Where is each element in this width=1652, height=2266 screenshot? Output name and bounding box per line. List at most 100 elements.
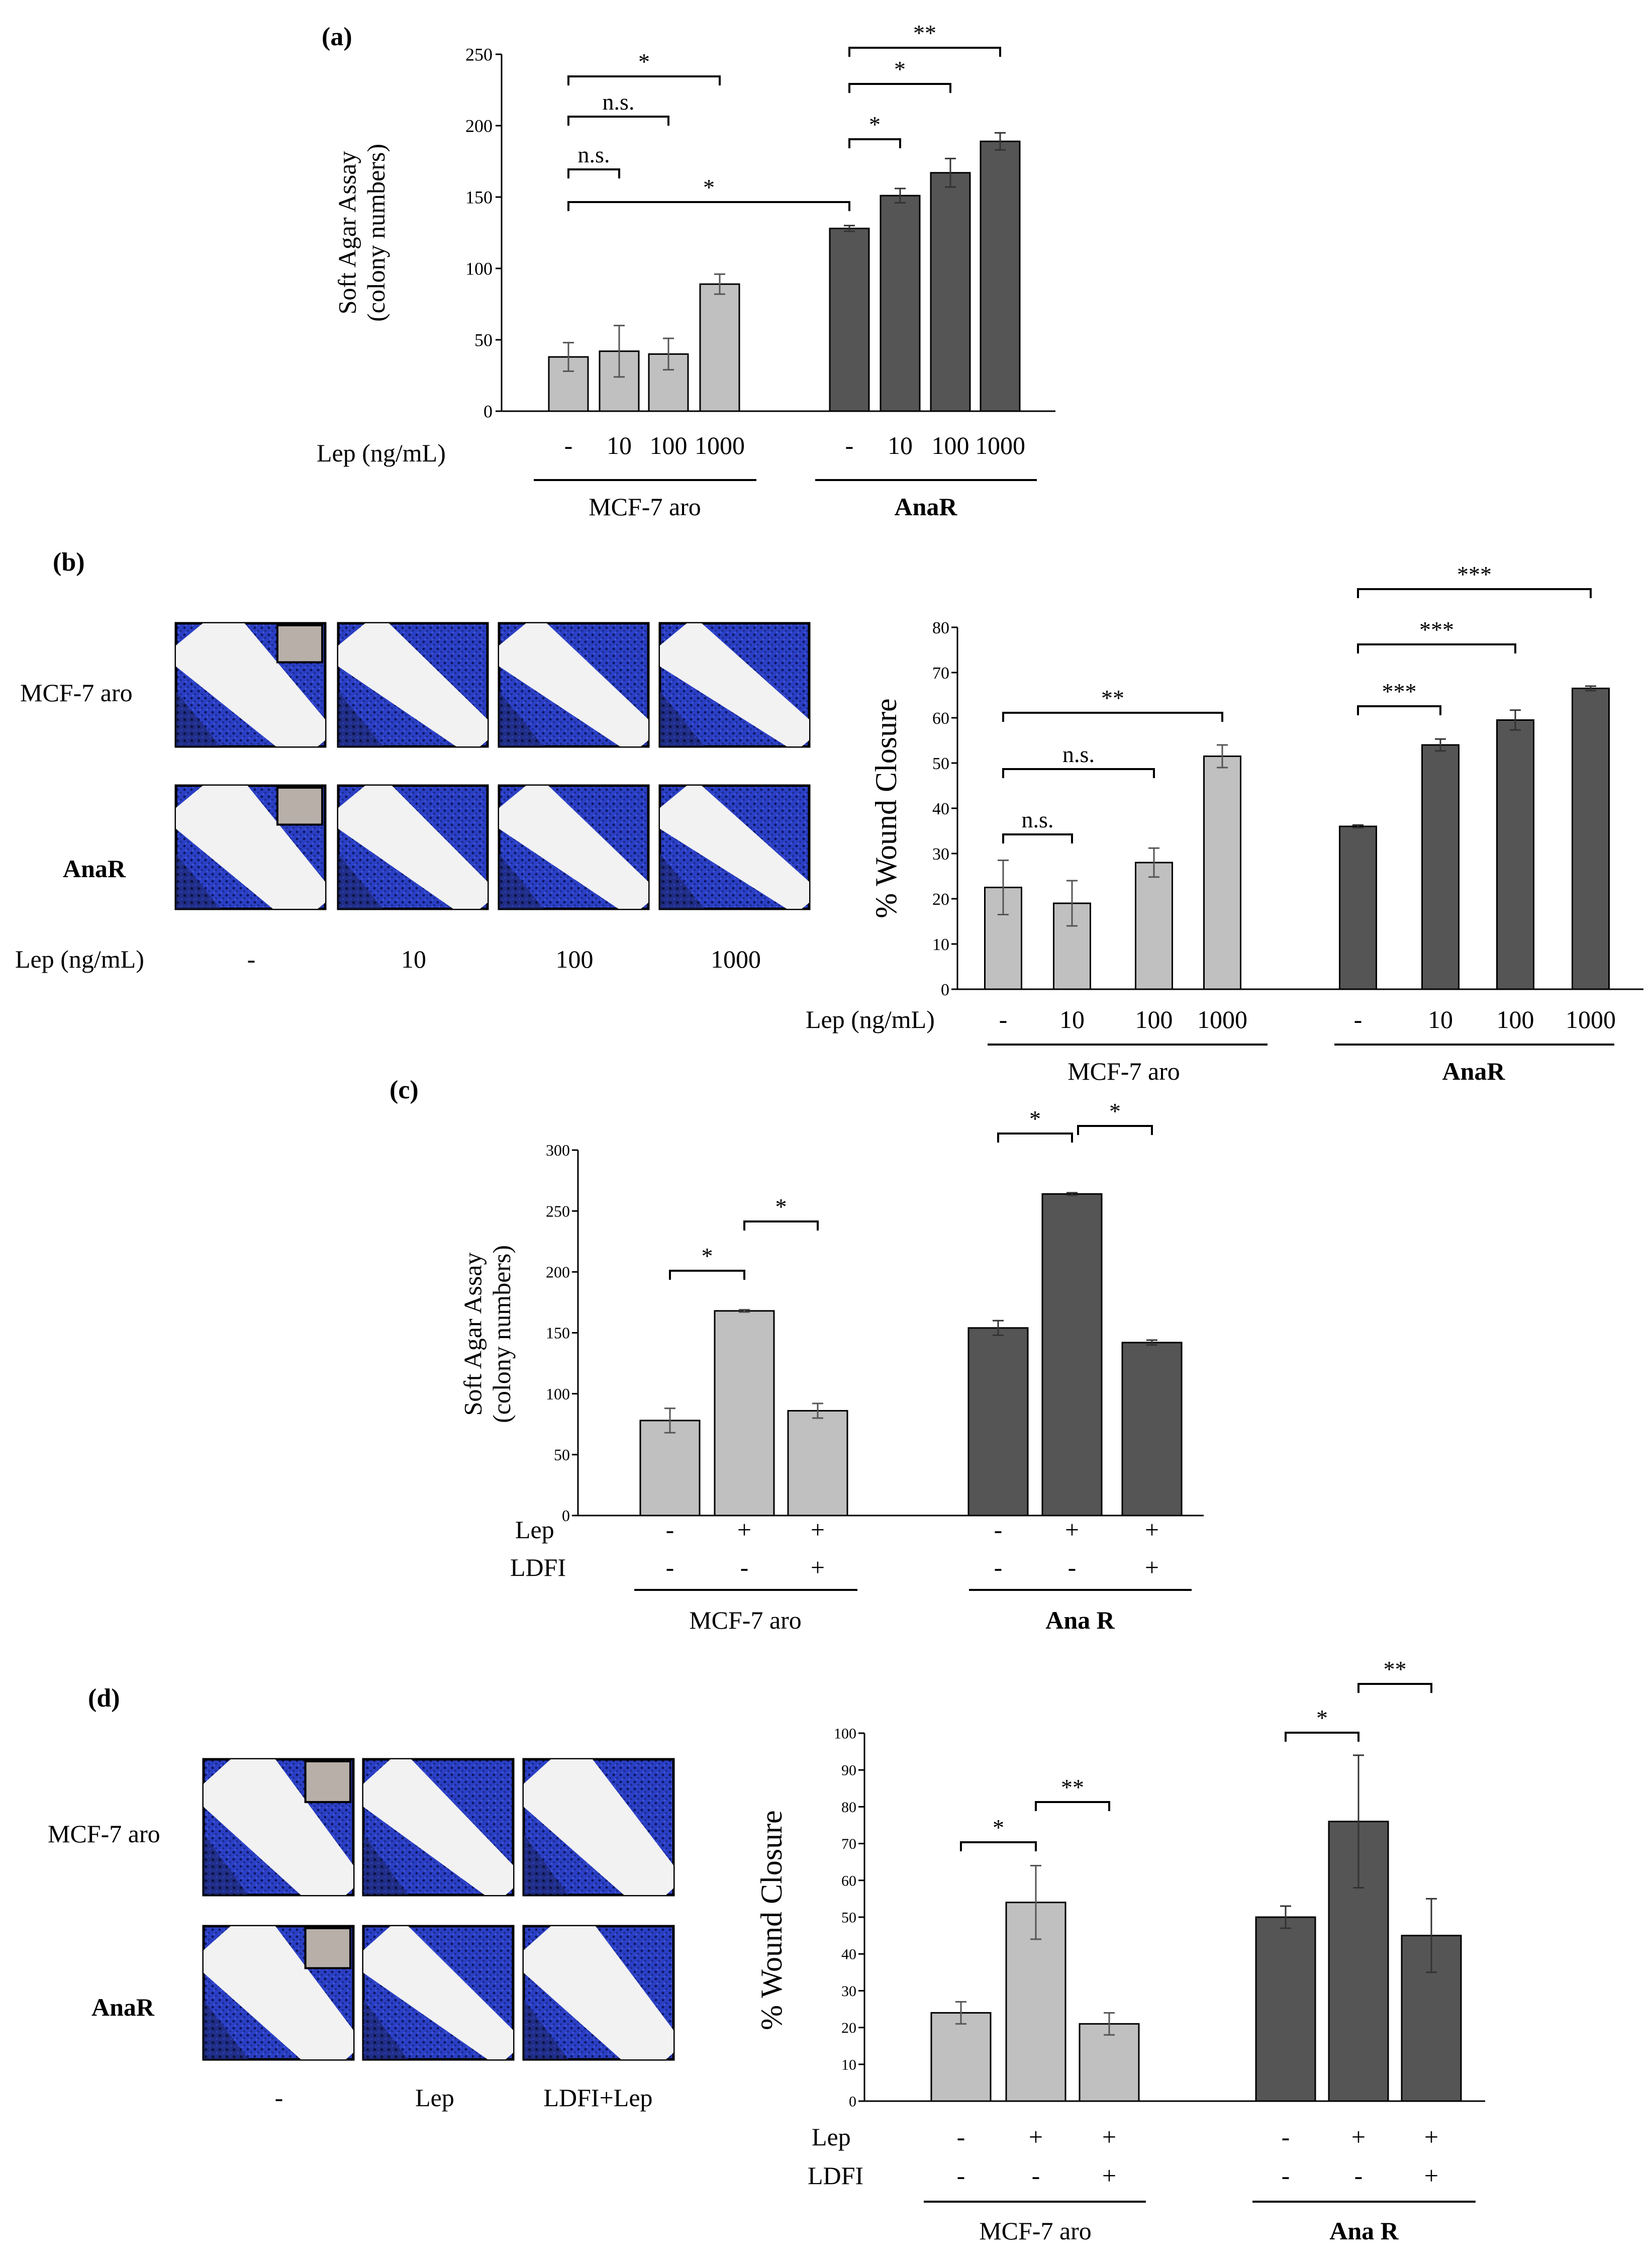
stain-dark-patch (363, 1834, 409, 1895)
b-image-col-1: - (247, 945, 256, 973)
b-lep-row-label: Lep (ng/mL) (806, 1005, 935, 1033)
a-group-label-2: AnaR (894, 493, 957, 521)
y-tick-label: 40 (932, 800, 949, 818)
bar (699, 283, 740, 412)
significance-label: * (703, 174, 715, 200)
significance-label: ** (1101, 685, 1124, 711)
y-axis-label: % Wound Closure (869, 698, 903, 918)
stain-dark-patch (499, 691, 544, 746)
y-tick-label: 50 (554, 1446, 570, 1464)
b-row-label-mcf7: MCF-7 aro (20, 679, 133, 707)
significance-label: ** (1061, 1774, 1084, 1800)
a-lep-row-label: Lep (ng/mL) (317, 439, 446, 467)
significance-bracket (960, 1841, 1037, 1851)
x-tick-label: 100 (932, 431, 969, 459)
significance-bracket (567, 75, 721, 85)
scratch-gap (660, 786, 809, 909)
bar (967, 1327, 1029, 1517)
y-tick-label: 40 (841, 1946, 856, 1963)
significance-bracket (997, 1132, 1073, 1143)
x-tick-label: 10 (1428, 1005, 1453, 1033)
lep-sign: + (1351, 2123, 1366, 2151)
x-tick-label: 10 (607, 431, 632, 459)
scratch-image (658, 784, 811, 910)
stain-dark-patch (499, 853, 544, 909)
scratch-gap (524, 1759, 673, 1895)
c-lep-row-label: Lep (515, 1516, 554, 1544)
d-row-label-mcf7: MCF-7 aro (48, 1820, 160, 1848)
d-image-col-3: LDFI+Lep (543, 2084, 652, 2112)
y-axis-label: Soft Agar Assay(colony numbers) (459, 1245, 516, 1423)
chart-c: 0 50 100 150 200 250 300 Soft Agar Assay(colony… (459, 1098, 1204, 1525)
a-group-label-1: MCF-7 aro (589, 493, 701, 521)
b-scratch-images (174, 622, 811, 910)
b-image-lep-label: Lep (ng/mL) (15, 945, 144, 973)
bar (714, 1310, 775, 1517)
significance-bracket (848, 83, 951, 93)
scratch-gap (499, 786, 648, 909)
bar (1421, 744, 1460, 990)
ldfi-sign: - (1282, 2161, 1290, 2190)
d-row-label-anar: AnaR (91, 1993, 155, 2021)
significance-label: *** (1457, 561, 1492, 587)
lep-sign: + (1029, 2123, 1043, 2151)
lep-sign: + (811, 1516, 825, 1544)
scratch-image (174, 622, 327, 748)
y-tick-label: 200 (465, 116, 493, 136)
panel-d-label: (d) (88, 1684, 120, 1713)
y-tick-label: 80 (932, 619, 949, 637)
bar (880, 195, 921, 412)
inset-image (304, 1760, 352, 1803)
scratch-image (362, 1925, 515, 2061)
y-tick-label: 150 (546, 1324, 570, 1342)
y-tick-label: 150 (465, 187, 493, 208)
ldfi-sign: - (666, 1553, 674, 1581)
y-axis-label-line: % Wound Closure (755, 1810, 788, 2030)
b-image-col-3: 100 (556, 945, 594, 973)
y-axis-label: Soft Agar Assay(colony numbers) (333, 144, 391, 322)
chart-b: 0 10 20 30 40 50 60 70 80 % Wound Closure - 10 100 10… (869, 561, 1643, 1033)
scratch-image (522, 1758, 675, 1897)
x-tick-label: - (845, 431, 854, 459)
lep-sign: + (737, 1516, 751, 1544)
b-image-col-2: 10 (401, 945, 426, 973)
y-axis-label-line: (colony numbers) (488, 1245, 516, 1423)
c-group-label-1: MCF-7 aro (689, 1606, 802, 1634)
stain-dark-patch (363, 1999, 409, 2059)
bar (829, 227, 870, 412)
stain-dark-patch (176, 691, 221, 746)
scratch-image (498, 622, 650, 748)
d-treatment-signs: - - + - + + - - + - + + (957, 2123, 1438, 2190)
scratch-gap (363, 1926, 513, 2059)
d-lep-row-label: Lep (812, 2123, 851, 2151)
ldfi-sign: + (1145, 1553, 1159, 1581)
ldfi-sign: + (1102, 2161, 1116, 2190)
y-tick-label: 0 (483, 402, 493, 422)
bar (930, 172, 971, 412)
significance-label: n.s. (578, 142, 610, 167)
scratch-image (658, 622, 811, 748)
d-ldfi-row-label: LDFI (808, 2161, 863, 2190)
stain-dark-patch (176, 853, 221, 909)
x-tick-label: 100 (1135, 1005, 1173, 1033)
scratch-gap (363, 1759, 513, 1895)
x-tick-label: 100 (650, 431, 688, 459)
ldfi-sign: - (1068, 1553, 1077, 1581)
y-tick-label: 50 (474, 330, 493, 350)
scratch-gap (176, 623, 325, 746)
b-group-label-1: MCF-7 aro (1067, 1057, 1180, 1085)
bar (1079, 2023, 1140, 2102)
significance-bracket (1357, 1683, 1432, 1693)
significance-label: * (1316, 1705, 1328, 1731)
scratch-image (337, 622, 489, 748)
ldfi-sign: - (740, 1553, 749, 1581)
panel-b-label: (b) (53, 548, 85, 577)
b-row-label-anar: AnaR (63, 855, 126, 883)
scratch-image (522, 1925, 675, 2061)
y-tick-label: 100 (465, 259, 493, 279)
y-tick-label: 50 (932, 754, 949, 773)
scratch-image (337, 784, 489, 910)
x-tick-label: 1000 (1197, 1005, 1247, 1033)
y-tick-label: 10 (841, 2056, 856, 2073)
